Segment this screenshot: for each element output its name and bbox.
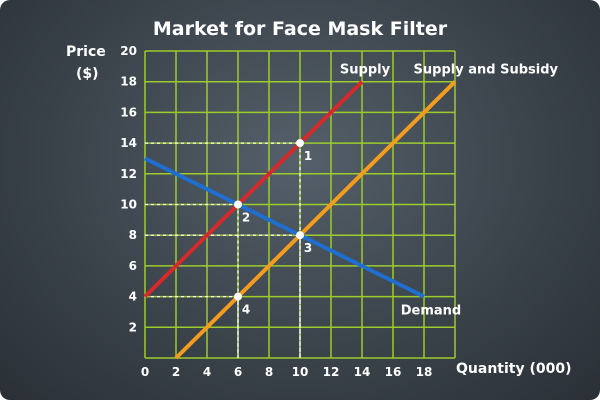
series-line-supply: [143, 80, 364, 299]
series-label-supply-and-subsidy: Supply and Subsidy: [414, 63, 559, 78]
x-axis-label: Quantity (000): [456, 361, 572, 377]
x-tick-label-14: 14: [354, 365, 371, 379]
data-point-label-4: 4: [242, 303, 250, 317]
data-point-label-1: 1: [304, 149, 312, 163]
x-tick-label-8: 8: [265, 365, 273, 379]
data-point-2: [234, 200, 242, 209]
x-tick-label-12: 12: [323, 365, 340, 379]
y-tick-label-16: 16: [120, 105, 137, 119]
series-line-supply-and-subsidy: [174, 80, 457, 360]
series-label-supply: Supply: [340, 63, 391, 78]
y-axis-label-line-1: Price: [66, 44, 106, 60]
y-tick-label-6: 6: [129, 259, 137, 273]
y-axis-label-line-2: ($): [76, 66, 99, 82]
data-point-label-3: 3: [304, 241, 312, 255]
series-line-demand: [144, 156, 425, 299]
y-tick-label-20: 20: [120, 44, 137, 58]
x-tick-label-6: 6: [234, 365, 242, 379]
y-tick-label-8: 8: [129, 228, 137, 242]
data-point-4: [234, 292, 242, 301]
data-point-3: [296, 231, 304, 240]
x-tick-label-4: 4: [203, 365, 211, 379]
x-tick-label-2: 2: [172, 365, 180, 379]
y-tick-label-2: 2: [129, 320, 137, 334]
x-tick-label-18: 18: [416, 365, 433, 379]
y-tick-label-14: 14: [120, 136, 137, 150]
x-tick-label-0: 0: [141, 365, 149, 379]
series-label-demand: Demand: [401, 304, 462, 319]
x-tick-label-16: 16: [385, 365, 402, 379]
y-tick-label-18: 18: [120, 75, 137, 89]
y-tick-label-12: 12: [120, 167, 137, 181]
y-tick-label-4: 4: [129, 290, 137, 304]
y-tick-label-10: 10: [120, 198, 137, 212]
x-tick-label-10: 10: [292, 365, 309, 379]
data-point-label-2: 2: [242, 211, 250, 225]
chart-title: Market for Face Mask Filter: [152, 18, 448, 40]
data-point-1: [296, 139, 304, 148]
